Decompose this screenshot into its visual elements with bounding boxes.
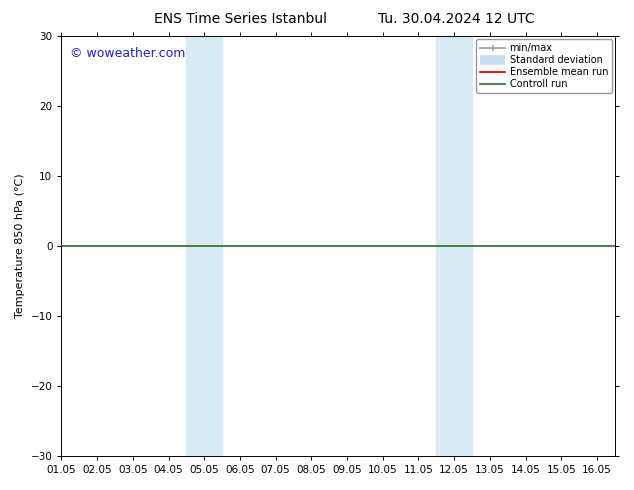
Legend: min/max, Standard deviation, Ensemble mean run, Controll run: min/max, Standard deviation, Ensemble me… <box>477 39 612 93</box>
Bar <box>204 36 222 456</box>
Bar <box>454 36 472 456</box>
Y-axis label: Temperature 850 hPa (°C): Temperature 850 hPa (°C) <box>15 174 25 318</box>
Text: ENS Time Series Istanbul: ENS Time Series Istanbul <box>155 12 327 26</box>
Bar <box>186 36 204 456</box>
Text: Tu. 30.04.2024 12 UTC: Tu. 30.04.2024 12 UTC <box>378 12 535 26</box>
Text: © woweather.com: © woweather.com <box>70 47 185 60</box>
Bar <box>436 36 454 456</box>
